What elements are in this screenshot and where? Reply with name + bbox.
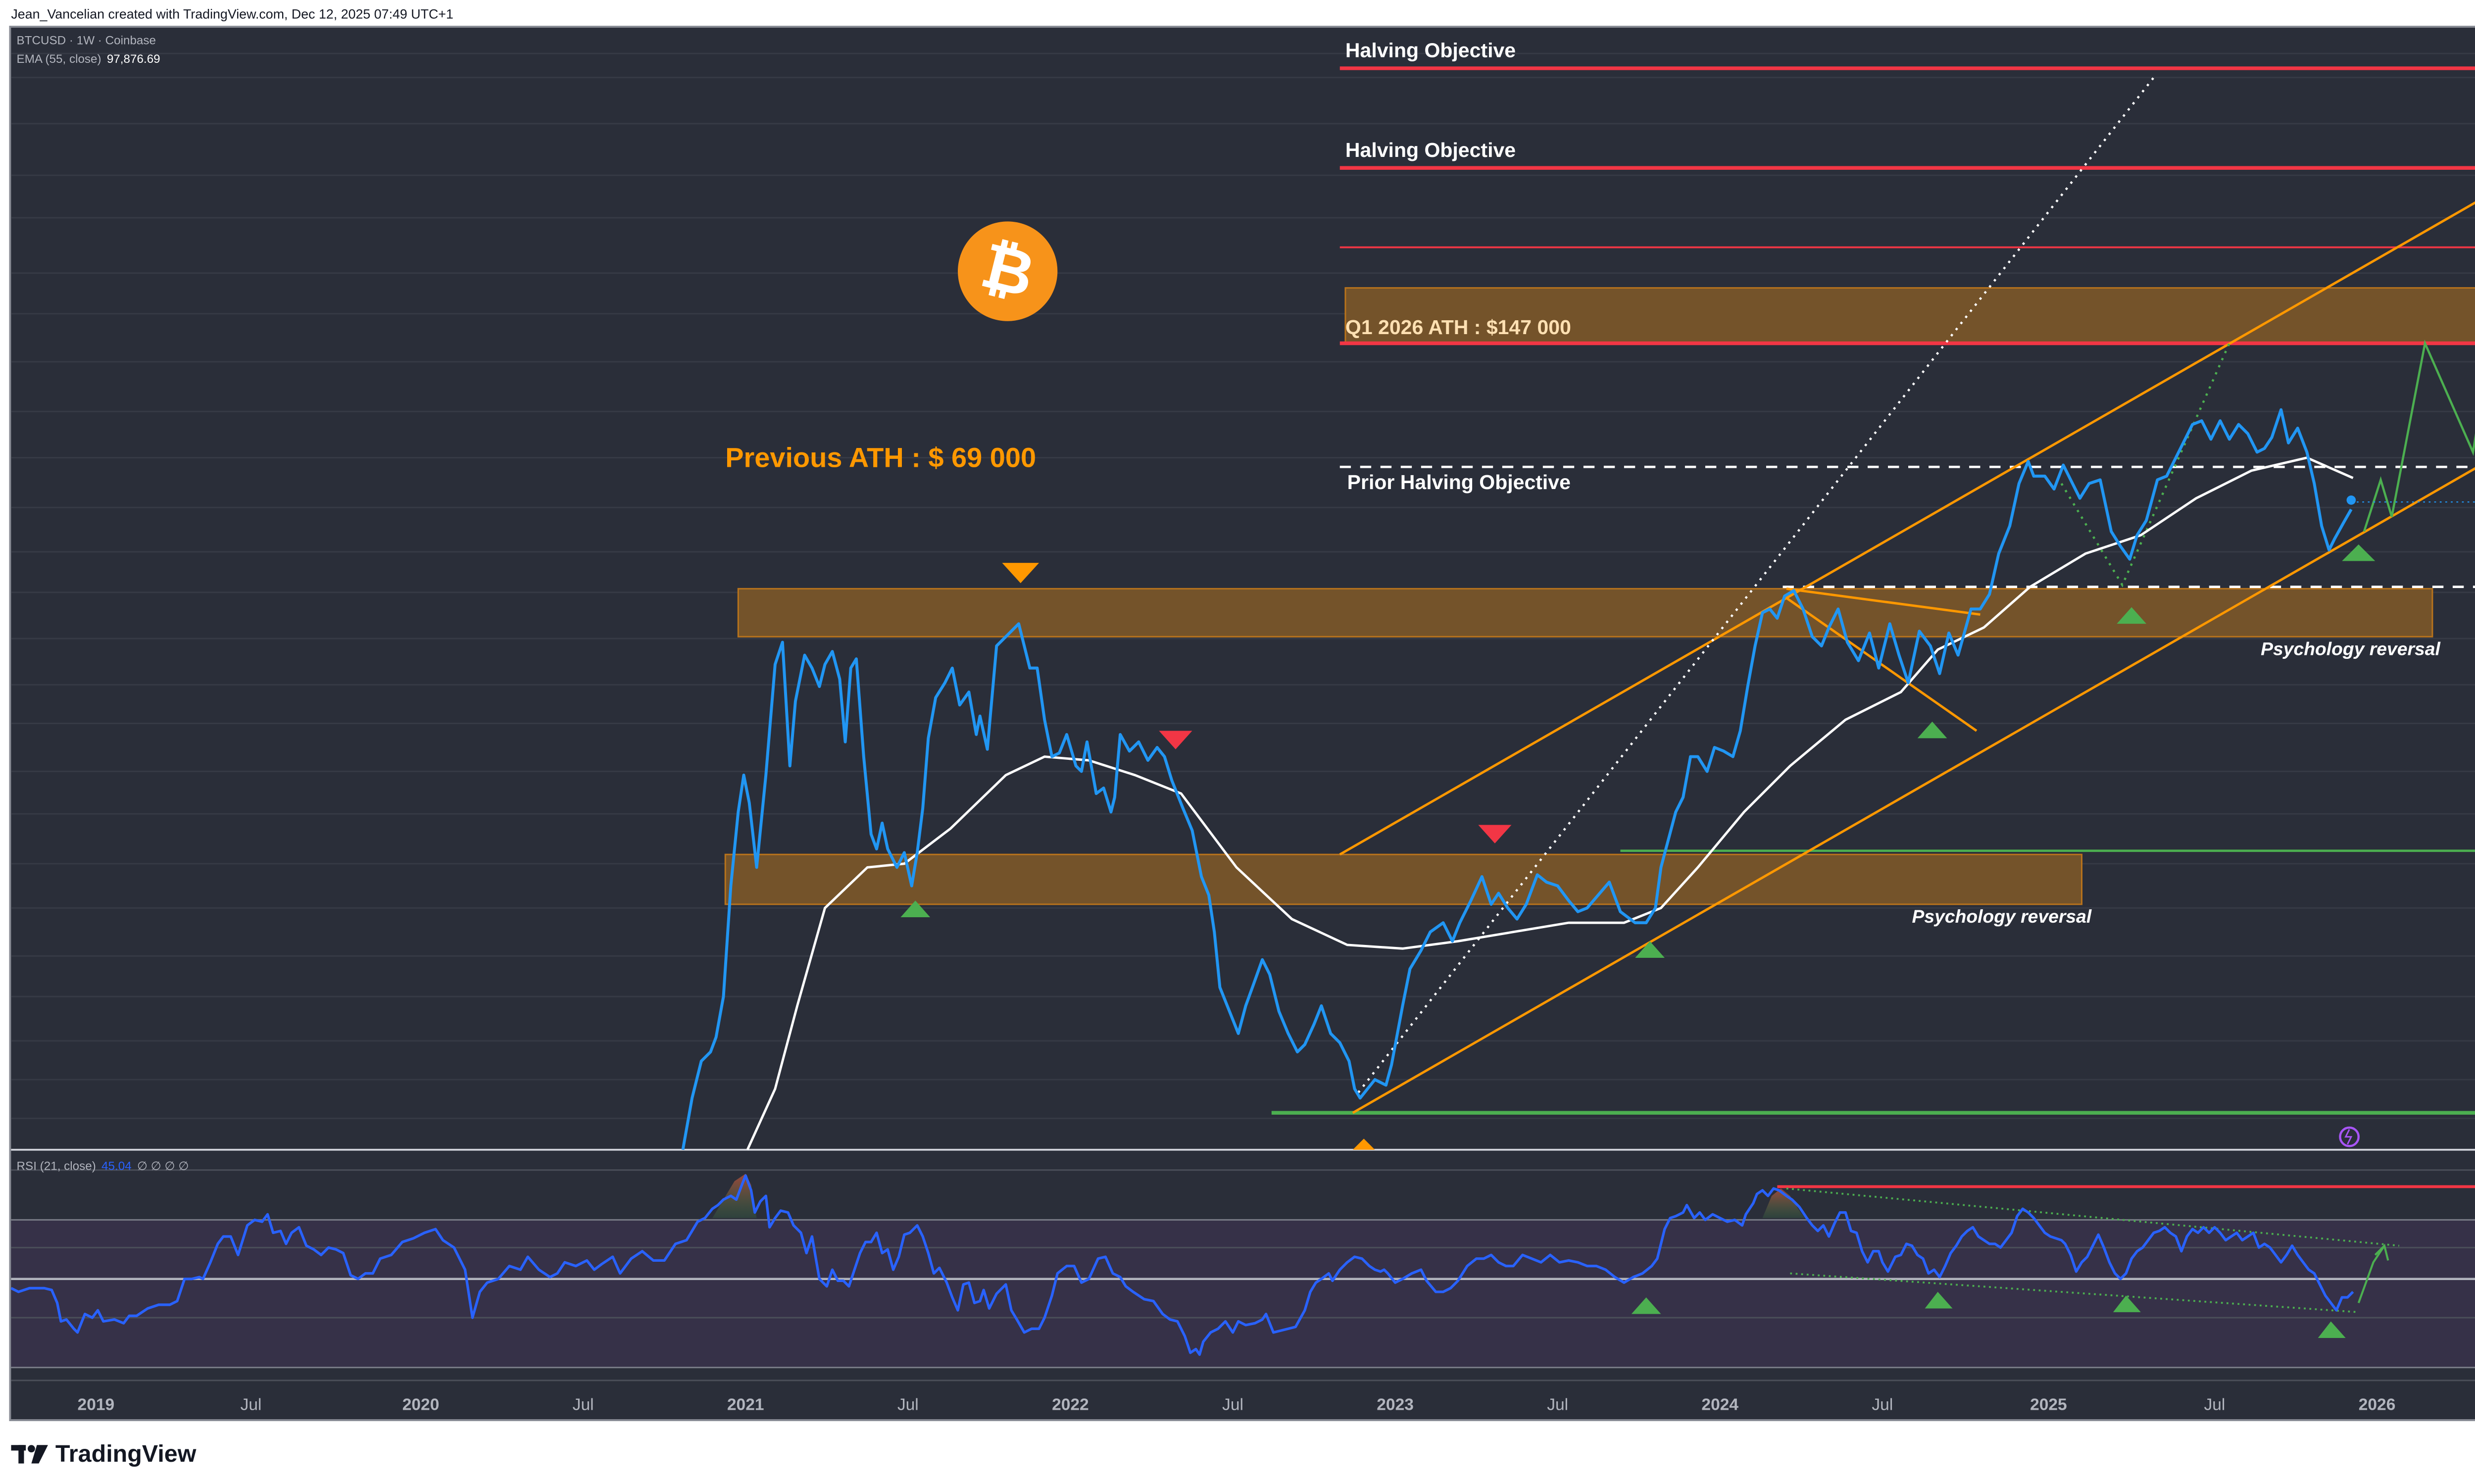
orange-triangle-bottom-icon xyxy=(1352,1138,1375,1150)
rsi-lower-trendline xyxy=(1790,1272,2359,1313)
tradingview-logo-icon xyxy=(11,1444,48,1463)
projection-path xyxy=(2363,339,2475,532)
rsi-green-triangle-icon-2 xyxy=(1925,1291,1953,1309)
rsi-green-triangle-icon-1 xyxy=(1631,1297,1661,1314)
label-psychology-reversal-low[interactable]: Psychology reversal xyxy=(1912,908,2092,929)
rising-channel xyxy=(1339,201,2475,1114)
label-prior-halving-objective[interactable]: Prior Halving Objective xyxy=(1347,472,1571,495)
ema-line xyxy=(746,456,2354,1150)
green-dotted-path xyxy=(2060,343,2230,588)
zone-lower xyxy=(724,853,2083,905)
markers xyxy=(900,544,2376,1150)
rsi-band xyxy=(11,1220,2475,1368)
level-lines xyxy=(1271,66,2475,1115)
label-previous-ath[interactable]: Previous ATH : $ 69 000 xyxy=(725,443,1037,475)
last-price-dot xyxy=(2346,495,2356,505)
time-tick: Jul xyxy=(897,1395,919,1414)
green-triangle-icon-2025 xyxy=(2117,607,2147,624)
time-tick: 2020 xyxy=(402,1395,440,1414)
time-tick: 2025 xyxy=(2030,1395,2067,1414)
tradingview-logo[interactable]: TradingView xyxy=(11,1439,196,1467)
rsi-na-values: ∅ ∅ ∅ ∅ xyxy=(137,1161,189,1174)
tradingview-logo-text: TradingView xyxy=(55,1439,197,1467)
green-triangle-icon-2025b xyxy=(2342,544,2376,561)
orange-triangle-top-icon xyxy=(1002,563,1040,584)
rsi-overbought-fill-2024 xyxy=(1762,1188,1805,1218)
time-tick: Jul xyxy=(1547,1395,1569,1414)
time-tick: Jul xyxy=(240,1395,262,1414)
green-triangle-icon-2024 xyxy=(1917,721,1947,739)
rsi-arrowhead xyxy=(2374,1243,2389,1261)
label-q1-2026-ath[interactable]: Q1 2026 ATH : $147 000 xyxy=(1345,317,1571,340)
rsi-label[interactable]: RSI (21, close) xyxy=(16,1161,96,1174)
green-triangle-icon-2021 xyxy=(900,900,931,917)
time-tick: 2019 xyxy=(77,1395,115,1414)
red-triangle-icon-2023 xyxy=(1478,825,1512,843)
lightning-icon xyxy=(2344,1129,2353,1145)
ema-label[interactable]: EMA (55, close) xyxy=(16,52,101,66)
time-tick: 2026 xyxy=(2358,1395,2396,1414)
ema-value: 97,876.69 xyxy=(106,52,160,66)
label-halving-objective-1[interactable]: Halving Objective xyxy=(1345,41,1516,63)
rsi-value: 45.04 xyxy=(101,1161,132,1174)
rsi-green-triangle-icon-3 xyxy=(2113,1295,2141,1312)
time-tick: 2021 xyxy=(727,1395,764,1414)
time-tick: 2024 xyxy=(1701,1395,1739,1414)
time-tick: Jul xyxy=(2204,1395,2226,1414)
red-triangle-icon-2022 xyxy=(1159,731,1192,749)
label-halving-objective-2[interactable]: Halving Objective xyxy=(1345,140,1516,163)
time-tick: Jul xyxy=(572,1395,594,1414)
time-tick: Jul xyxy=(1222,1395,1243,1414)
price-gridlines xyxy=(11,52,2475,1119)
zone-previous-ath xyxy=(737,588,2433,638)
time-tick: 2023 xyxy=(1377,1395,1414,1414)
label-psychology-reversal-mid[interactable]: Psychology reversal xyxy=(2261,640,2440,661)
green-triangle-icon-2023 xyxy=(1635,941,1665,958)
main-legend[interactable]: BTCUSD · 1W · Coinbase EMA (55, close) 97… xyxy=(17,33,160,68)
dotted-trendline xyxy=(1357,77,2155,1093)
rsi-line xyxy=(10,1174,2354,1356)
symbol-label[interactable]: BTCUSD · 1W · Coinbase xyxy=(16,35,156,48)
credit-line: Jean_Vancelian created with TradingView.… xyxy=(11,5,453,22)
rsi-projection-arrow xyxy=(2357,1245,2385,1303)
rsi-overbought-fill-2021 xyxy=(712,1174,757,1218)
price-line xyxy=(681,408,2353,1150)
time-tick: Jul xyxy=(1872,1395,1893,1414)
rsi-legend[interactable]: RSI (21, close) 45.04 ∅ ∅ ∅ ∅ xyxy=(17,1159,189,1174)
time-tick: 2022 xyxy=(1052,1395,1089,1414)
rsi-pane xyxy=(10,1169,2475,1369)
rsi-green-triangle-icon-4 xyxy=(2318,1321,2346,1338)
